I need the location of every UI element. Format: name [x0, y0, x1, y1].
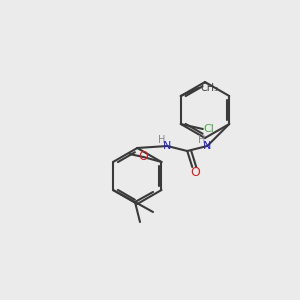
- Text: N: N: [163, 141, 171, 151]
- Text: CH₃: CH₃: [201, 83, 219, 93]
- Text: N: N: [203, 141, 212, 151]
- Text: H: H: [198, 135, 205, 145]
- Text: H: H: [158, 135, 165, 145]
- Text: O: O: [190, 167, 200, 179]
- Text: Cl: Cl: [204, 124, 214, 134]
- Text: O: O: [139, 151, 148, 164]
